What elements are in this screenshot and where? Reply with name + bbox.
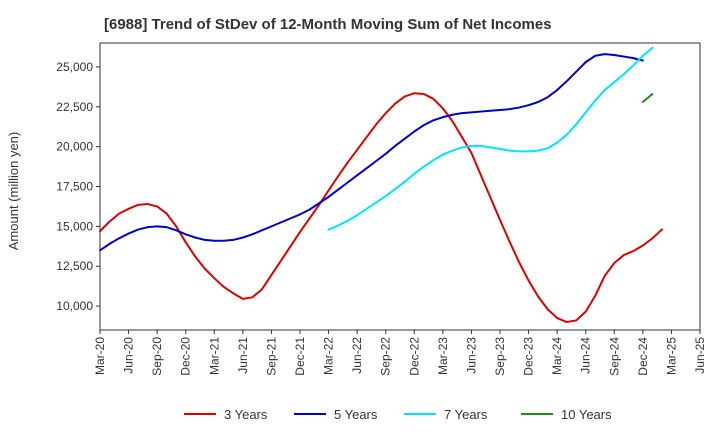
y-tick-label: 20,000 — [56, 140, 93, 154]
x-tick-label: Mar-20 — [93, 337, 107, 375]
x-tick-label: Dec-24 — [636, 337, 650, 376]
x-tick-label: Jun-21 — [236, 337, 250, 374]
legend-item: 5 Years — [294, 407, 378, 422]
y-tick-label: 12,500 — [56, 259, 93, 273]
series-line-7-years — [327, 46, 654, 231]
legend-item: 10 Years — [521, 407, 612, 422]
x-tick-label: Mar-21 — [207, 337, 221, 375]
x-tick-label: Jun-20 — [122, 337, 136, 374]
x-tick-label: Sep-24 — [607, 337, 621, 376]
y-tick-label: 25,000 — [56, 60, 93, 74]
x-tick-label: Jun-22 — [350, 337, 364, 374]
legend-label: 3 Years — [224, 407, 268, 422]
legend-item: 3 Years — [184, 407, 268, 422]
legend: 3 Years 5 Years 7 Years 10 Years — [184, 407, 612, 422]
y-tick-label: 15,000 — [56, 219, 93, 233]
x-tick-label: Mar-23 — [436, 337, 450, 375]
x-tick-label: Sep-22 — [379, 337, 393, 376]
legend-label: 7 Years — [444, 407, 488, 422]
series-lines — [99, 46, 663, 324]
x-tick-label: Dec-20 — [179, 337, 193, 376]
x-axis: Mar-20 Jun-20 Sep-20 Dec-20 Mar-21 Jun-21 Sep-… — [93, 330, 707, 376]
x-tick-label: Jun-25 — [693, 337, 707, 374]
x-tick-label: Dec-23 — [522, 337, 536, 376]
y-tick-label: 10,000 — [56, 299, 93, 313]
series-line-5-years — [99, 53, 644, 252]
x-tick-label: Jun-24 — [579, 337, 593, 374]
series-line-3-years — [99, 92, 663, 324]
series-line-10-years — [641, 93, 654, 103]
y-axis: 10,000 12,500 15,000 17,500 20,000 22,500 25,0… — [56, 60, 100, 313]
legend-label: 10 Years — [561, 407, 612, 422]
x-tick-label: Dec-21 — [293, 337, 307, 376]
x-tick-label: Jun-23 — [464, 337, 478, 374]
y-tick-label: 22,500 — [56, 100, 93, 114]
x-tick-label: Dec-22 — [407, 337, 421, 376]
chart-title: [6988] Trend of StDev of 12-Month Moving… — [104, 16, 552, 33]
legend-label: 5 Years — [334, 407, 378, 422]
x-tick-label: Sep-23 — [493, 337, 507, 376]
x-tick-label: Sep-20 — [150, 337, 164, 376]
x-tick-label: Mar-25 — [664, 337, 678, 375]
y-axis-title: Amount (million yen) — [6, 132, 21, 251]
y-tick-label: 17,500 — [56, 180, 93, 194]
x-tick-label: Sep-21 — [264, 337, 278, 376]
x-tick-label: Mar-22 — [322, 337, 336, 375]
legend-item: 7 Years — [404, 407, 488, 422]
x-tick-label: Mar-24 — [550, 337, 564, 375]
